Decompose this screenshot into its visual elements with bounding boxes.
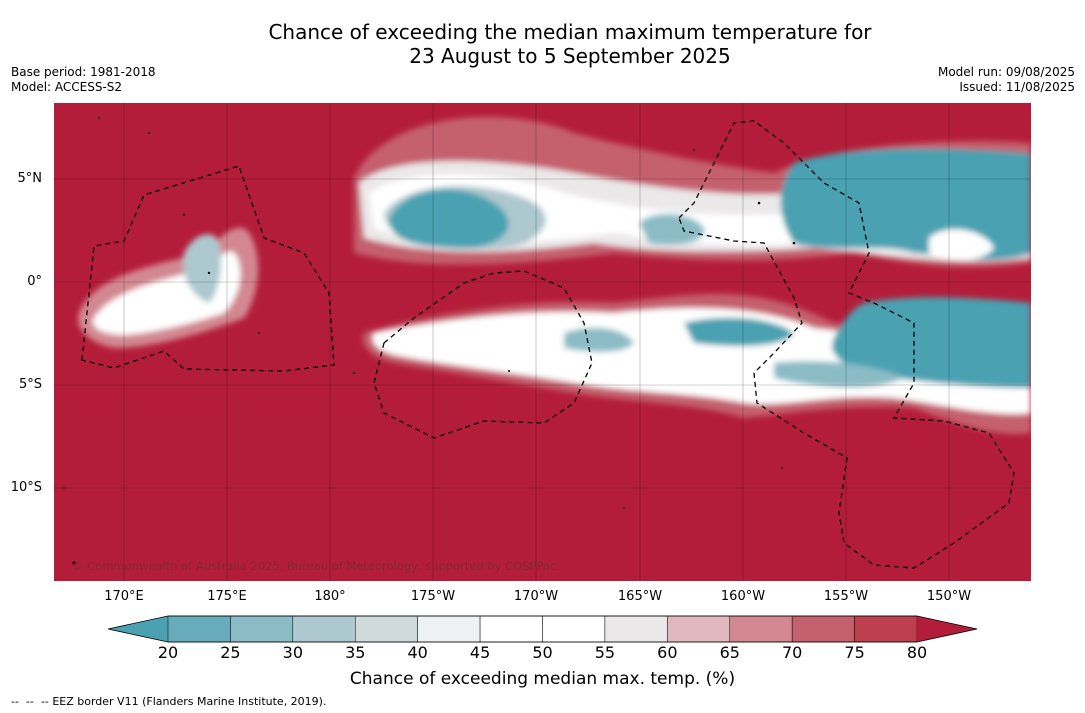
white-spot-ne bbox=[929, 229, 994, 260]
colorbar-segment bbox=[604, 615, 668, 643]
copyright-notice: © Commonwealth of Australia 2025, Bureau… bbox=[72, 559, 557, 573]
band-south-20b bbox=[832, 297, 1031, 388]
island bbox=[258, 332, 260, 334]
lon-label-160w: 160°W bbox=[720, 589, 766, 604]
lon-label-175w: 175°W bbox=[410, 589, 456, 604]
colorbar-tick-label: 30 bbox=[282, 643, 303, 662]
colorbar-tick-label: 45 bbox=[469, 643, 491, 662]
colorbar-tick-label: 55 bbox=[594, 643, 616, 662]
colorbar-segment bbox=[417, 615, 481, 643]
colorbar-tick-label: 70 bbox=[781, 643, 803, 662]
eez-border-kiribati-gilberts bbox=[81, 165, 335, 372]
lon-label-170e: 170°E bbox=[104, 589, 144, 604]
issued-date: Issued: 11/08/2025 bbox=[959, 80, 1075, 94]
lon-label-150w: 150°W bbox=[926, 589, 972, 604]
island bbox=[757, 201, 761, 205]
colorbar-tick-label: 80 bbox=[906, 643, 928, 662]
colorbar-tick-label: 50 bbox=[532, 643, 553, 662]
colorbar-segment bbox=[667, 615, 730, 643]
eez-borders bbox=[81, 120, 1015, 569]
lat-label-0: 0° bbox=[27, 274, 42, 289]
colorbar-tick-label: 60 bbox=[657, 643, 678, 662]
model-run: Model run: 09/08/2025 bbox=[937, 65, 1075, 79]
island bbox=[182, 213, 186, 217]
meta-right: Model run: 09/08/2025 Issued: 11/08/2025 bbox=[938, 65, 1075, 95]
island bbox=[72, 561, 76, 565]
colorbar-tick-label: 20 bbox=[157, 643, 179, 662]
colorbar-segment bbox=[479, 615, 543, 643]
lat-label-10s: 10°S bbox=[10, 480, 42, 495]
colorbar-label: Chance of exceeding median max. temp. (%… bbox=[349, 669, 736, 689]
meta-left: Base period: 1981-2018 Model: ACCESS-S2 bbox=[11, 65, 156, 95]
island bbox=[148, 132, 150, 134]
band-south-35a bbox=[564, 327, 634, 352]
grid-lines bbox=[54, 103, 1031, 581]
colorbar-segment bbox=[167, 615, 231, 643]
colorbar-tick-label: 75 bbox=[844, 643, 865, 662]
colorbar-tick-label: 35 bbox=[345, 643, 366, 662]
band-north-20b bbox=[780, 148, 1031, 260]
colorbar-segment bbox=[854, 615, 918, 643]
band-south-35b bbox=[774, 361, 904, 388]
model-name: Model: ACCESS-S2 bbox=[11, 80, 123, 94]
title-line-2: 23 August to 5 September 2025 bbox=[409, 44, 731, 68]
colorbar-tick-label: 40 bbox=[407, 643, 428, 662]
colorbar-outline bbox=[107, 615, 978, 643]
lat-label-5s: 5°S bbox=[18, 377, 42, 392]
colorbar-segment bbox=[355, 615, 418, 643]
eez-border-tokelau-samoa bbox=[373, 270, 593, 439]
lon-label-155w: 155°W bbox=[823, 589, 869, 604]
lon-label-175e: 175°E bbox=[207, 589, 247, 604]
lon-label-180: 180° bbox=[314, 589, 346, 604]
island bbox=[98, 117, 100, 119]
band-north-20c bbox=[639, 213, 705, 245]
colorbar-extend-low bbox=[108, 616, 168, 642]
eez-legend: -- -- -- EEZ border V11 (Flanders Marine… bbox=[11, 695, 326, 708]
island bbox=[623, 507, 625, 509]
colorbar-segment bbox=[791, 615, 855, 643]
island bbox=[207, 271, 211, 275]
eez-legend-text: EEZ border V11 (Flanders Marine Institut… bbox=[52, 695, 327, 708]
colorbar-segment bbox=[230, 615, 294, 643]
west-patch-35 bbox=[183, 234, 221, 303]
island bbox=[508, 370, 510, 372]
island bbox=[63, 487, 65, 489]
band-north-20a bbox=[389, 189, 509, 248]
map-title: Chance of exceeding the median maximum t… bbox=[0, 20, 1085, 68]
island bbox=[353, 372, 355, 374]
colorbar-tick-label: 25 bbox=[220, 643, 241, 662]
lon-label-165w: 165°W bbox=[617, 589, 663, 604]
colorbar-extend-high bbox=[917, 616, 977, 642]
base-period: Base period: 1981-2018 bbox=[11, 65, 156, 79]
colorbar-segments bbox=[108, 615, 977, 643]
colorbar-segment bbox=[729, 615, 793, 643]
island bbox=[693, 149, 695, 151]
island bbox=[781, 467, 783, 469]
colorbar-tick-label: 65 bbox=[719, 643, 740, 662]
colorbar-segment bbox=[292, 615, 356, 643]
eez-border-line-islands bbox=[678, 120, 1015, 569]
probability-field bbox=[78, 116, 1031, 434]
colorbar-segment bbox=[542, 615, 606, 643]
title-line-1: Chance of exceeding the median maximum t… bbox=[268, 20, 872, 44]
eez-legend-dash-icon: -- -- -- bbox=[11, 695, 53, 708]
lat-label-5n: 5°N bbox=[17, 171, 43, 186]
islands bbox=[63, 117, 796, 565]
colorbar bbox=[107, 615, 978, 643]
forecast-map bbox=[54, 103, 1031, 581]
island bbox=[792, 241, 796, 245]
lon-label-170w: 170°W bbox=[513, 589, 559, 604]
band-south-20a bbox=[684, 317, 794, 346]
